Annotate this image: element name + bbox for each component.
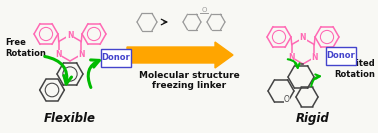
FancyArrow shape [127,42,233,68]
FancyArrowPatch shape [311,74,320,86]
Text: Molecular structure: Molecular structure [139,70,239,80]
Text: N: N [300,34,306,43]
Text: freezing linker: freezing linker [152,82,226,90]
Text: N: N [311,53,318,62]
Text: N: N [56,50,62,59]
FancyBboxPatch shape [326,47,356,65]
Text: N: N [78,50,85,59]
Text: Flexible: Flexible [44,112,96,125]
FancyBboxPatch shape [101,49,131,67]
Text: Donor: Donor [327,51,355,61]
FancyArrowPatch shape [88,60,99,88]
Text: O: O [201,7,207,13]
Text: Donor: Donor [102,53,130,63]
Text: O: O [284,95,290,103]
Text: N: N [67,30,73,40]
Text: Limited
Rotation: Limited Rotation [334,59,375,79]
FancyArrowPatch shape [45,57,71,84]
Text: Free
Rotation: Free Rotation [5,38,46,58]
Text: N: N [288,53,295,62]
Text: Rigid: Rigid [296,112,330,125]
FancyArrowPatch shape [288,59,300,68]
